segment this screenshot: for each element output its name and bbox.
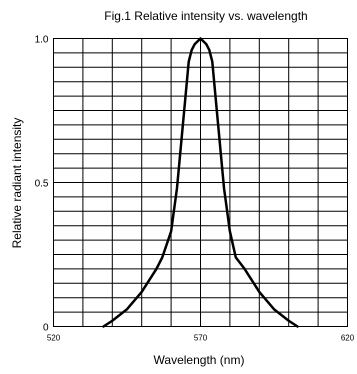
x-axis-label: Wavelength (nm) [154,353,245,367]
y-tick-labels: 0 0.5 1.0 [35,35,49,334]
plot-grid [53,38,348,327]
x-tick-label: 520 [47,334,61,343]
chart-title: Fig.1 Relative intensity vs. wavelength [104,9,307,23]
y-tick-label: 0.5 [35,179,49,190]
series-line [102,37,299,328]
x-tick-label: 620 [341,334,355,343]
x-tick-labels: 520 570 620 [47,334,355,343]
x-tick-label: 570 [194,334,208,343]
y-axis-label: Relative radiant intensity [10,118,24,249]
y-tick-label: 0 [43,323,49,334]
y-tick-label: 1.0 [35,35,49,46]
